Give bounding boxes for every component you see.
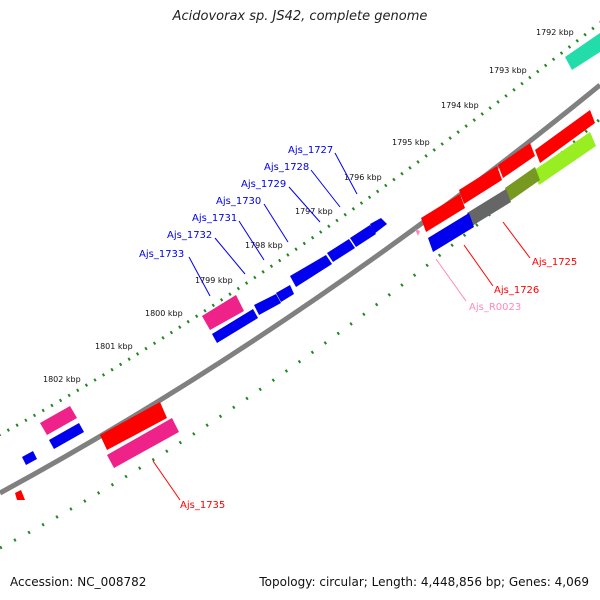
gene-blue-1730[interactable] (290, 255, 332, 287)
genome-backbone (0, 83, 600, 496)
gene-label-1728: Ajs_1728 (264, 162, 309, 173)
outer-scale-ring (0, 20, 600, 437)
gene-teal[interactable] (565, 33, 600, 70)
leader-line (152, 460, 181, 501)
gene-label-1727: Ajs_1727 (288, 145, 333, 156)
gene-label-1731: Ajs_1731 (192, 213, 237, 224)
leader-line (463, 244, 494, 287)
kbp-label: 1798 kbp (245, 241, 283, 250)
kbp-label: 1793 kbp (489, 66, 527, 75)
kbp-label: 1802 kbp (43, 375, 81, 384)
gene-lime[interactable] (533, 132, 596, 185)
gene-red-left[interactable] (100, 402, 167, 450)
leader-line (214, 237, 246, 275)
gene-pink-1733[interactable] (202, 295, 244, 330)
kbp-label: 1794 kbp (441, 101, 479, 110)
kbp-label: 1792 kbp (536, 28, 574, 37)
gene-olive[interactable] (505, 167, 540, 201)
gene-red-mid[interactable] (459, 166, 502, 204)
gene-blue-tiny[interactable] (22, 451, 37, 465)
kbp-label: 1800 kbp (145, 309, 183, 318)
leader-line (334, 152, 358, 195)
gene-label-1725: Ajs_1725 (532, 257, 577, 268)
gene-blue-1733[interactable] (212, 309, 258, 343)
gene-red-lower[interactable] (421, 194, 465, 232)
gene-rna-small[interactable] (415, 229, 420, 236)
gene-blue-1729[interactable] (327, 239, 355, 262)
gene-gray[interactable] (467, 189, 511, 226)
leader-line (435, 258, 467, 302)
leader-line (310, 169, 341, 208)
gene-blue-1731[interactable] (276, 285, 294, 302)
leader-line (188, 256, 211, 297)
gene-label-1730: Ajs_1730 (216, 196, 261, 207)
gene-label-1733: Ajs_1733 (139, 249, 184, 260)
kbp-label: 1795 kbp (392, 138, 430, 147)
kbp-label: 1796 kbp (344, 173, 382, 182)
gene-blue-1732[interactable] (254, 294, 281, 315)
inner-scale-ring (0, 116, 600, 550)
leader-line (502, 221, 531, 259)
gene-blue-1727[interactable] (370, 218, 387, 234)
gene-label-1735: Ajs_1735 (180, 500, 225, 511)
gene-blue-right[interactable] (428, 213, 474, 252)
gene-label-1729: Ajs_1729 (241, 179, 286, 190)
gene-pink-1735[interactable] (107, 418, 179, 468)
kbp-label: 1799 kbp (195, 276, 233, 285)
leader-line (288, 186, 321, 223)
kbp-label: 1801 kbp (95, 342, 133, 351)
gene-red-tiny[interactable] (15, 490, 25, 500)
gene-red-top[interactable] (535, 110, 595, 163)
gene-blue-1728[interactable] (350, 225, 376, 247)
map-title: Acidovorax sp. JS42, complete genome (172, 9, 428, 24)
gene-label-1732: Ajs_1732 (167, 230, 212, 241)
accession-label: Accession: NC_008782 (10, 575, 147, 589)
gene-label-1726: Ajs_1726 (494, 285, 539, 296)
gene-red-upper[interactable] (498, 143, 535, 178)
leader-line (263, 203, 289, 243)
topology-label: Topology: circular; Length: 4,448,856 bp… (259, 575, 589, 589)
gene-blue-left[interactable] (49, 423, 84, 449)
kbp-label: 1797 kbp (295, 207, 333, 216)
gene-pink-left[interactable] (40, 406, 77, 435)
leader-line (238, 220, 265, 261)
gene-label-r0023: Ajs_R0023 (469, 302, 521, 313)
